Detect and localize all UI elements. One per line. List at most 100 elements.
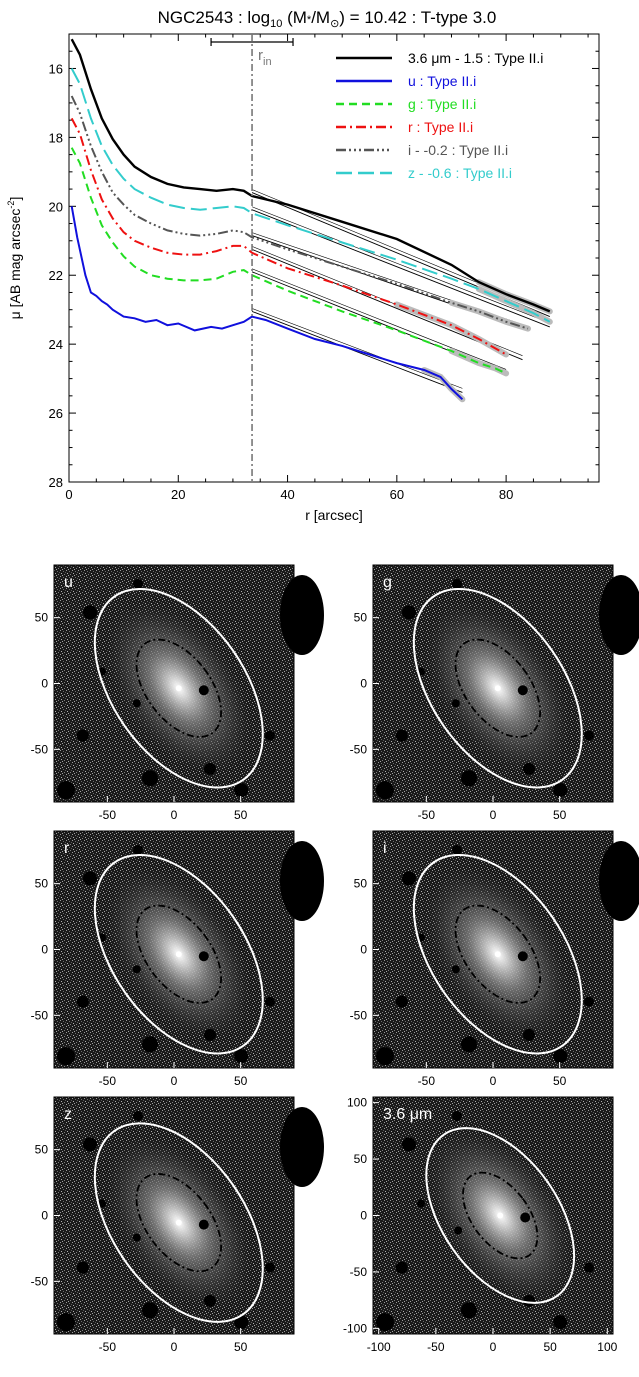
masked-region	[142, 770, 158, 787]
y-axis-label: μ [AB mag arcsec-2]	[6, 197, 23, 320]
chart-title: NGC2543 : log10 (M*/M⊙) = 10.42 : T-type…	[158, 8, 497, 30]
masked-star	[280, 841, 324, 921]
outer-ellipse	[93, 587, 264, 789]
panel-x-tick-label: -50	[418, 808, 436, 822]
panel-x-tick-label: 50	[234, 1340, 248, 1354]
panel-y-tick-label: 50	[35, 877, 49, 891]
panel-y-tick-label: -50	[350, 742, 368, 756]
panel-x-tick-label: 50	[234, 808, 248, 822]
legend-label: g : Type II.i	[408, 96, 476, 112]
masked-region	[76, 1261, 89, 1274]
panel-x-tick-label: 0	[490, 1074, 497, 1088]
masked-region	[452, 844, 462, 855]
masked-region	[376, 1313, 394, 1332]
legend-label: i - -0.2 : Type II.i	[408, 142, 508, 158]
rin-marker: rin	[210, 34, 294, 482]
masked-region	[234, 783, 249, 798]
panel-x-tick-label: -100	[367, 1340, 391, 1354]
x-axis-label: r [arcsec]	[305, 507, 363, 523]
series-error-band	[393, 301, 510, 358]
panel-y-tick-label: -50	[350, 1265, 368, 1279]
panel-x-tick-label: -50	[99, 1074, 117, 1088]
galaxy-nucleus	[175, 685, 182, 692]
masked-star	[280, 1107, 324, 1187]
legend: 3.6 μm - 1.5 : Type II.i u : Type II.i g :…	[336, 50, 543, 181]
x-tick-label: 20	[171, 487, 185, 502]
fit-line	[251, 310, 463, 393]
masked-region	[402, 605, 416, 620]
outer-ellipse	[93, 853, 264, 1055]
masked-region	[98, 1199, 106, 1208]
masked-star	[451, 965, 460, 974]
masked-region	[133, 844, 143, 855]
panel-label: 3.6 μm	[383, 1106, 432, 1123]
galaxy-nucleus	[497, 1212, 504, 1219]
masked-region	[523, 1028, 535, 1041]
panel-y-tick-label: 0	[41, 943, 48, 957]
x-tick-label: 0	[65, 487, 72, 502]
masked-region	[142, 1036, 158, 1053]
image-panel: i -50 0 50 50 0 -50	[350, 830, 639, 1088]
panel-y-tick-label: -100	[343, 1321, 367, 1335]
masked-region	[584, 996, 594, 1007]
series-lines	[70, 38, 553, 403]
series-line	[70, 147, 507, 375]
outer-ellipse	[412, 853, 583, 1055]
masked-region	[57, 1313, 75, 1332]
panel-y-tick-label: 0	[41, 1209, 48, 1223]
panel-y-tick-label: 50	[35, 1143, 49, 1157]
panel-x-tick-label: 50	[553, 1074, 567, 1088]
masked-region	[395, 995, 408, 1008]
panel-label: z	[64, 1106, 72, 1123]
masked-region	[265, 730, 275, 741]
inner-ellipse	[462, 1171, 539, 1260]
inner-ellipse	[135, 904, 222, 1004]
series-line	[70, 38, 551, 313]
masked-region	[461, 1036, 477, 1053]
fit-line-inner	[251, 268, 507, 370]
outer-ellipse	[93, 1122, 264, 1323]
masked-region	[553, 783, 568, 798]
rin-label: rin	[258, 47, 272, 68]
panel-x-tick-label: 50	[553, 808, 567, 822]
masked-star	[520, 1212, 531, 1223]
x-tick-label: 60	[390, 487, 404, 502]
masked-region	[402, 1137, 416, 1152]
y-tick-label: 28	[49, 475, 63, 490]
masked-region	[584, 1262, 594, 1273]
masked-region	[584, 730, 594, 741]
y-tick-label: 24	[49, 337, 63, 352]
inner-ellipse	[454, 904, 541, 1004]
panel-label: u	[64, 574, 73, 591]
masked-star	[451, 699, 460, 708]
panel-y-tick-label: -50	[31, 1274, 49, 1288]
masked-star	[132, 699, 141, 708]
fit-line	[251, 209, 550, 328]
panel-x-tick-label: 0	[490, 808, 497, 822]
series-line	[70, 206, 464, 401]
image-panel: u -50 0 50 50 0 -50	[31, 564, 324, 822]
inner-ellipse	[454, 638, 541, 738]
series-line	[70, 68, 551, 323]
masked-region	[523, 1294, 535, 1307]
panel-x-tick-label: 0	[171, 1340, 178, 1354]
fit-lines	[251, 189, 550, 393]
y-axis-ticks: 16 18 20 22 24 26 28	[49, 50, 599, 490]
panel-y-tick-label: -50	[31, 742, 49, 756]
outer-ellipse	[412, 587, 583, 789]
panel-y-tick-label: 50	[35, 611, 49, 625]
masked-region	[234, 1315, 249, 1330]
y-tick-label: 18	[49, 130, 63, 145]
masked-region	[142, 1302, 158, 1319]
panel-y-tick-label: -50	[31, 1008, 49, 1022]
masked-region	[57, 781, 75, 800]
masked-region	[523, 762, 535, 775]
panel-y-tick-label: 50	[354, 611, 368, 625]
series-line	[70, 95, 529, 330]
galaxy-nucleus	[175, 1219, 182, 1226]
image-panel: 3.6 μm -100 -50 0 50 100 100 50 0 -50 -100	[343, 1096, 618, 1354]
y-tick-label: 22	[49, 268, 63, 283]
masked-star	[280, 575, 324, 655]
panel-y-tick-label: 50	[354, 1152, 368, 1166]
masked-star	[599, 575, 639, 655]
